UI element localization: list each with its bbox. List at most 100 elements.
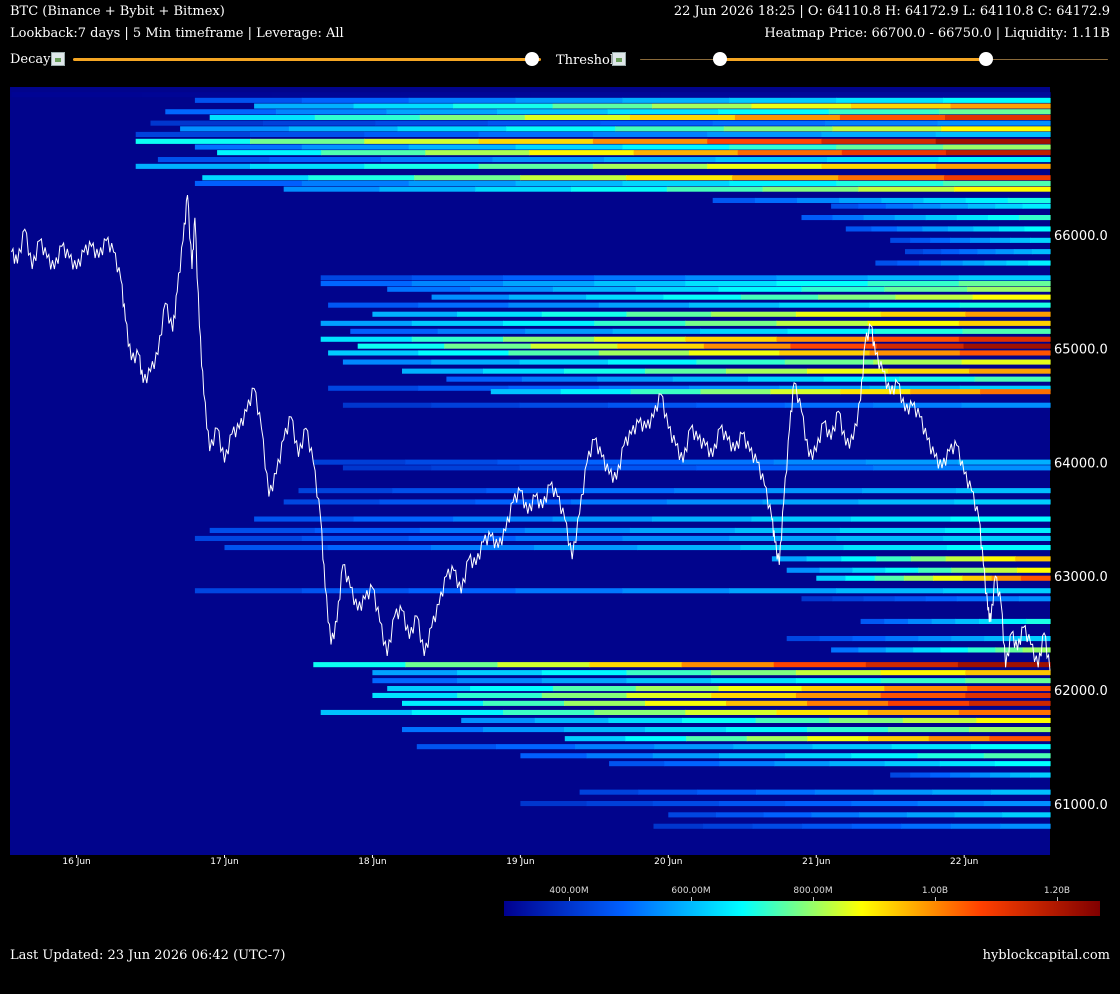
liquidity-band-cell bbox=[990, 237, 1011, 243]
liquidity-band-cell bbox=[638, 789, 698, 795]
liquidity-band bbox=[224, 545, 1051, 551]
liquidity-band bbox=[786, 636, 1051, 642]
liquidity-band-cell bbox=[515, 535, 624, 541]
liquidity-band bbox=[816, 575, 1051, 581]
liquidity-band-cell bbox=[729, 588, 837, 594]
liquidity-band-cell bbox=[957, 459, 1051, 465]
liquidity-band-cell bbox=[829, 761, 886, 767]
liquidity-band-cell bbox=[1022, 203, 1051, 209]
liquidity-band-cell bbox=[1000, 823, 1051, 829]
decay-slider[interactable] bbox=[73, 52, 541, 68]
liquidity-band-cell bbox=[663, 294, 742, 300]
liquidity-band-cell bbox=[682, 717, 757, 723]
liquidity-band-cell bbox=[411, 320, 504, 326]
liquidity-band-cell bbox=[457, 692, 543, 698]
liquidity-band-cell bbox=[626, 692, 712, 698]
liquidity-band-cell bbox=[821, 138, 937, 144]
liquidity-band-cell bbox=[402, 368, 484, 374]
liquidity-band-cell bbox=[519, 359, 609, 365]
ohlc-readout: 22 Jun 2026 18:25 | O: 64110.8 H: 64172.… bbox=[673, 4, 1110, 19]
liquidity-band-cell bbox=[697, 789, 757, 795]
liquidity-band-cell bbox=[320, 709, 413, 715]
liquidity-band-cell bbox=[342, 465, 432, 471]
liquidity-band-cell bbox=[635, 686, 720, 692]
liquidity-band bbox=[372, 670, 1051, 676]
liquidity-band-cell bbox=[483, 700, 565, 706]
liquidity-band-cell bbox=[652, 103, 753, 109]
liquidity-band-cell bbox=[712, 197, 756, 203]
liquidity-band-cell bbox=[446, 376, 523, 382]
liquidity-band-cell bbox=[431, 359, 521, 365]
threshold-slider[interactable] bbox=[640, 52, 1108, 68]
liquidity-band-cell bbox=[894, 596, 927, 602]
site-link[interactable]: hyblockcapital.com bbox=[982, 948, 1110, 963]
liquidity-band-cell bbox=[414, 175, 521, 181]
liquidity-band-cell bbox=[933, 575, 963, 581]
liquidity-band-cell bbox=[250, 138, 365, 144]
liquidity-band-cell bbox=[991, 575, 1022, 581]
liquidity-band-cell bbox=[939, 109, 1051, 115]
liquidity-band-cell bbox=[939, 761, 996, 767]
liquidity-band-cell bbox=[965, 311, 1051, 317]
liquidity-band-cell bbox=[520, 753, 588, 759]
liquidity-band-cell bbox=[733, 744, 814, 750]
liquidity-band-cell bbox=[906, 812, 956, 818]
liquidity-band bbox=[890, 237, 1051, 243]
liquidity-band-cell bbox=[860, 618, 885, 624]
liquidity-band bbox=[202, 175, 1051, 181]
threshold-slider-handle-high[interactable] bbox=[979, 52, 994, 66]
liquidity-band-cell bbox=[863, 215, 896, 221]
liquidity-band-cell bbox=[970, 237, 991, 243]
liquidity-band-cell bbox=[608, 402, 697, 408]
liquidity-band-cell bbox=[224, 545, 329, 551]
liquidity-band-cell bbox=[869, 385, 961, 391]
colorbar-label: 600.00M bbox=[671, 886, 711, 896]
liquidity-band-cell bbox=[932, 789, 992, 795]
decay-slider-handle[interactable] bbox=[524, 52, 539, 66]
liquidity-band-cell bbox=[917, 753, 985, 759]
liquidity-band-cell bbox=[496, 744, 576, 750]
liquidity-band-cell bbox=[492, 157, 605, 163]
liquidity-band-cell bbox=[908, 618, 933, 624]
liquidity-band-cell bbox=[841, 150, 947, 156]
liquidity-band-cell bbox=[973, 226, 1000, 232]
liquidity-band-cell bbox=[703, 823, 754, 829]
liquidity-band-cell bbox=[983, 753, 1051, 759]
liquidity-band-cell bbox=[437, 328, 526, 334]
liquidity-band-cell bbox=[913, 203, 942, 209]
liquidity-band-cell bbox=[1018, 215, 1051, 221]
liquidity-band-cell bbox=[520, 175, 627, 181]
liquidity-band-cell bbox=[755, 717, 830, 723]
liquidity-band-cell bbox=[626, 678, 712, 684]
liquidity-band-cell bbox=[836, 144, 944, 150]
liquidity-band-cell bbox=[958, 281, 1051, 287]
liquidity-band-cell bbox=[579, 789, 639, 795]
liquidity-band bbox=[150, 120, 1051, 126]
liquidity-band bbox=[194, 180, 1051, 186]
liquidity-band-cell bbox=[935, 131, 1051, 137]
liquidity-band-cell bbox=[685, 336, 778, 342]
liquidity-band bbox=[446, 376, 1051, 382]
liquidity-band-cell bbox=[180, 126, 290, 132]
liquidity-band-cell bbox=[418, 302, 510, 308]
colorbar-tick bbox=[935, 897, 936, 901]
liquidity-band-cell bbox=[635, 286, 720, 292]
liquidity-band-cell bbox=[194, 180, 303, 186]
liquidity-band-cell bbox=[431, 465, 521, 471]
liquidity-band-cell bbox=[552, 286, 637, 292]
liquidity-band-cell bbox=[868, 736, 930, 742]
liquidity-band-cell bbox=[141, 92, 272, 98]
liquidity-band-cell bbox=[575, 744, 655, 750]
liquidity-band-cell bbox=[11, 92, 142, 98]
liquidity-band-cell bbox=[419, 527, 526, 533]
liquidity-band bbox=[194, 588, 1051, 594]
liquidity-band-cell bbox=[288, 126, 399, 132]
liquidity-band-cell bbox=[397, 126, 507, 132]
decay-slider-track[interactable] bbox=[73, 58, 541, 61]
liquidity-band-cell bbox=[342, 402, 432, 408]
liquidity-band-cell bbox=[552, 516, 653, 522]
liquidity-band-cell bbox=[836, 180, 944, 186]
threshold-slider-handle-low[interactable] bbox=[712, 52, 727, 66]
liquidity-band-cell bbox=[965, 692, 1051, 698]
